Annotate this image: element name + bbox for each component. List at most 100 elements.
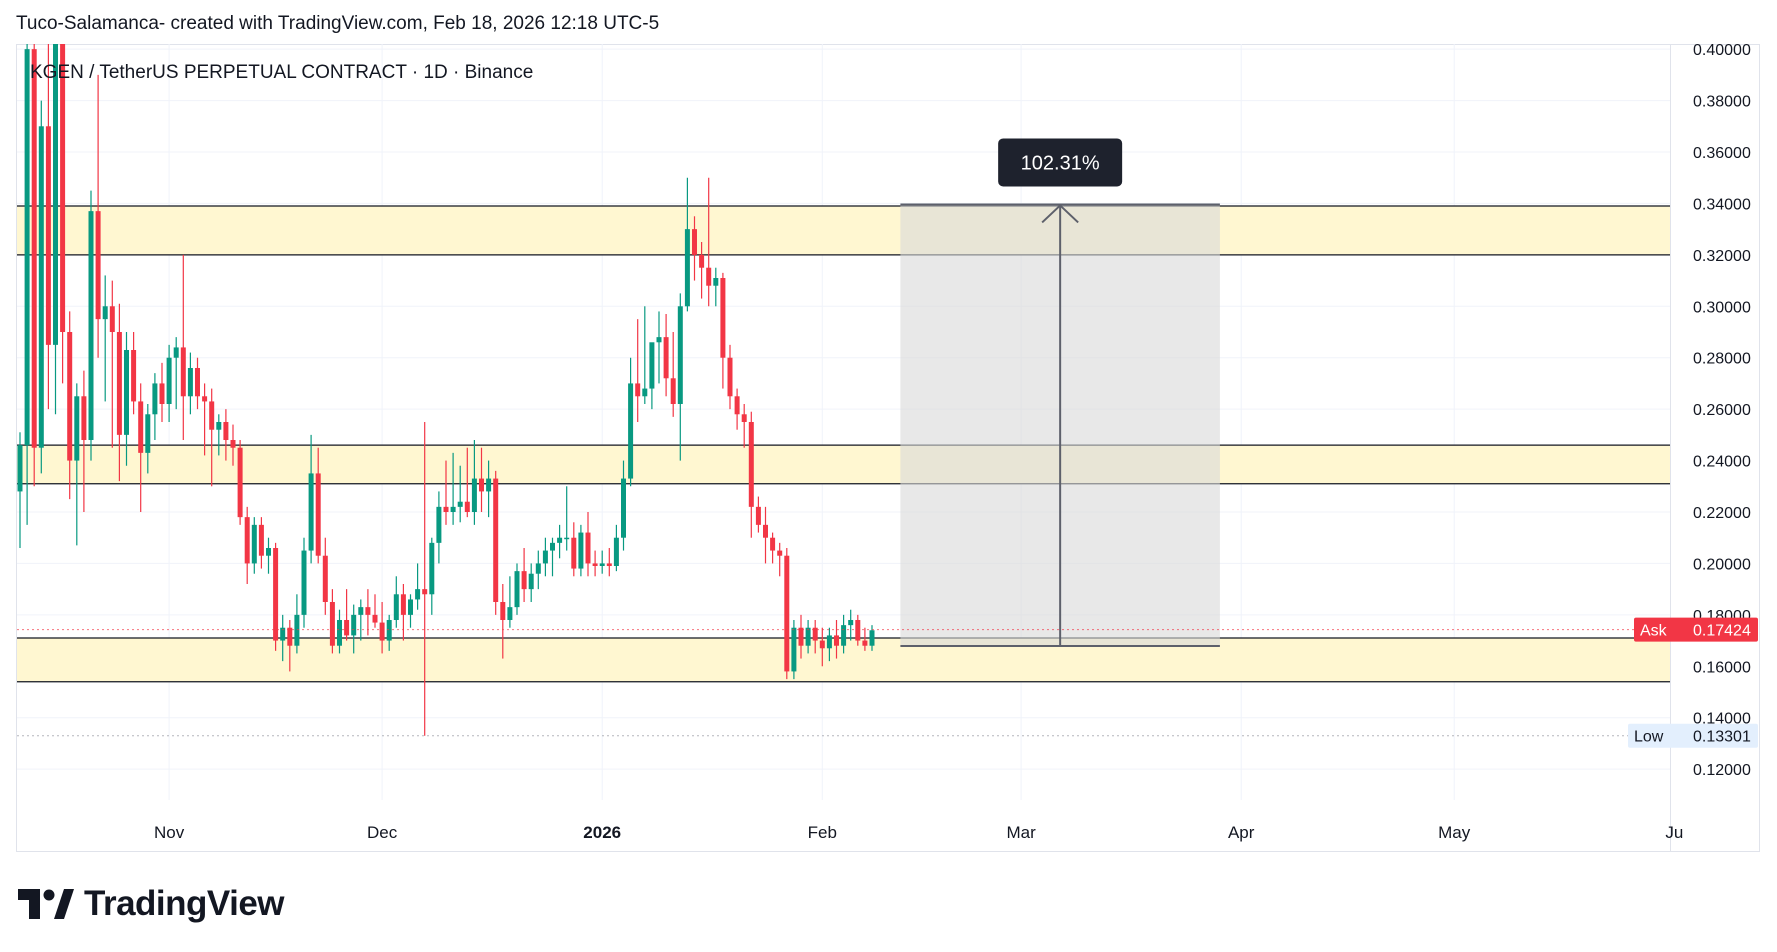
candle-body [486,478,492,492]
candle [152,373,158,440]
candle-body [521,571,527,590]
candle-body [500,602,506,620]
candle [692,216,697,281]
candle-body [677,306,683,404]
candle [514,563,520,615]
zone-band [17,445,1670,484]
candle [173,337,179,410]
ask-badge [1634,617,1758,642]
candle-body [31,49,37,448]
candle-body [841,625,847,646]
candle-body [67,332,73,461]
candle [670,332,676,417]
candle-body [251,524,257,564]
candle [819,627,825,667]
candle-body [24,49,30,446]
author-credit: Tuco-Salamanca- created with TradingView… [16,13,660,34]
candle [493,470,499,615]
candle [720,272,726,389]
candle [266,537,271,574]
candle [585,512,591,577]
time-tick-label: 2026 [583,823,621,842]
symbol-title: KGEN / TetherUS PERPETUAL CONTRACT · 1D … [30,62,533,83]
candle [628,357,634,487]
candle [60,44,66,384]
candle-body [649,342,655,389]
zone-band [17,206,1670,255]
candle [748,411,754,538]
candle [351,604,357,654]
candle [770,532,776,564]
candle [17,432,23,548]
candle-body [209,401,215,430]
candle [656,311,662,384]
candle [379,602,385,654]
candle-body [592,563,598,566]
candle-body [351,614,357,636]
candle [258,517,264,569]
candle [124,332,129,466]
candle-body [443,506,449,512]
candle [138,383,144,512]
candle [216,414,222,456]
price-tick-label: 0.40000 [1693,42,1751,59]
candle-body [621,478,626,538]
candle [507,576,513,628]
candle [237,440,243,525]
candle-body [400,594,406,615]
candle [855,614,861,646]
candle-body [280,627,286,641]
candle-body [763,524,768,538]
low-label: Low [1634,729,1664,746]
candle-body [670,378,676,404]
candle-body [173,347,179,358]
candle [479,447,484,512]
candle [102,275,108,402]
candle [798,614,804,659]
candle-body [599,563,605,566]
candle-body [684,229,690,307]
candle [329,589,335,654]
candle-body [656,337,662,343]
candle [763,506,768,564]
candle-body [337,620,342,646]
candle [791,620,797,680]
candle [528,563,534,602]
candle [677,293,683,461]
candle [159,362,165,422]
tradingview-logo[interactable]: TradingView [18,884,285,924]
candle-body [422,589,428,595]
candle [557,524,563,559]
candle [550,537,555,577]
candle [521,548,527,602]
candle [592,550,598,577]
measure-arrow-head [1041,204,1079,224]
candle [436,491,442,564]
chart-frame [16,44,1760,852]
candle [45,44,51,410]
candle [365,589,371,636]
candle [663,314,669,397]
candle-body [436,506,442,543]
low-value: 0.13301 [1693,729,1751,746]
candle [826,627,832,662]
ask-label: Ask [1640,623,1668,640]
candle [145,404,151,474]
candle-body [479,478,484,492]
measure-label-bg [998,138,1123,187]
price-tick-label: 0.24000 [1693,454,1751,471]
price-tick-label: 0.14000 [1693,711,1751,728]
candle [450,452,456,525]
price-range-measure[interactable]: 102.31% [900,138,1220,647]
candle [294,594,300,654]
price-tick-label: 0.36000 [1693,145,1751,162]
candle [223,409,229,461]
candle-body [464,501,470,512]
candle-body [131,350,137,402]
candle-body [514,571,520,608]
candle-body [195,368,200,397]
candle-body [287,627,293,646]
candle-body [550,542,555,551]
candle [74,383,80,546]
